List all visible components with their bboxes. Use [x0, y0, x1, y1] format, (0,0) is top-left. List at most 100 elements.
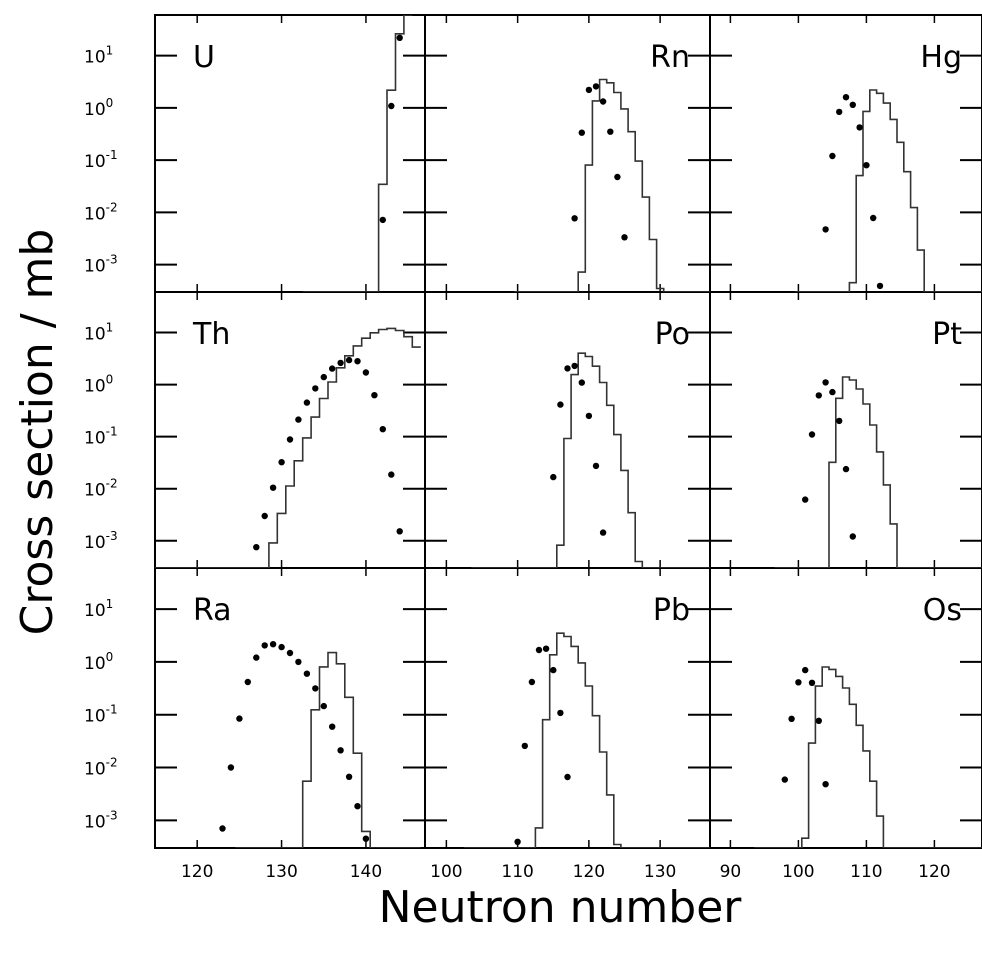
data-point [585, 412, 593, 420]
x-tick-label: 90 [720, 862, 742, 882]
calculated-histogram [471, 352, 710, 568]
panel-ra: Ra [155, 568, 425, 848]
calculated-histogram [235, 651, 421, 848]
y-axis-label: Cross section / mb [12, 229, 63, 636]
data-point [379, 216, 386, 224]
data-point [320, 373, 327, 381]
data-point [269, 484, 277, 491]
data-point [320, 702, 327, 710]
data-point [345, 356, 353, 364]
data-point [278, 459, 285, 466]
x-tick-labels: 120 130 140 100 110 120 130 90 100 110 120 [181, 862, 951, 882]
y-tick-label: 101 [84, 321, 113, 345]
data-point [802, 666, 809, 674]
data-point [253, 544, 260, 551]
data-point [836, 417, 843, 425]
panel-label: Th [192, 317, 230, 352]
data-point [345, 773, 353, 780]
panel-grid: U Rn Hg Th Po Pt Ra Pb Os [154, 14, 982, 849]
y-tick-label: 10-1 [84, 703, 118, 727]
calculated-histogram [754, 666, 982, 848]
panel-label: Os [923, 593, 962, 628]
x-tick-label: 110 [850, 862, 882, 882]
data-point [842, 465, 850, 473]
data-point [521, 742, 528, 750]
figure-frame [154, 14, 982, 849]
data-point [578, 379, 585, 386]
data-point [269, 641, 277, 648]
x-tick-label: 100 [430, 862, 462, 882]
calculated-histogram [155, 327, 421, 568]
x-tick-label: 120 [918, 862, 950, 882]
data-point [550, 473, 557, 481]
data-point [564, 773, 571, 781]
x-axis-label: Neutron number [379, 882, 743, 933]
x-tick-label: 130 [644, 862, 676, 882]
data-point [571, 215, 578, 222]
data-point [550, 666, 557, 674]
data-point [592, 83, 600, 90]
data-point [362, 369, 370, 376]
y-tick-label: 10-2 [84, 200, 118, 224]
data-point [849, 101, 856, 109]
data-point [599, 529, 607, 536]
data-point [564, 365, 571, 372]
panel-label: Rn [650, 40, 690, 75]
x-tick-label: 120 [573, 862, 605, 882]
y-tick-label: 10-3 [84, 253, 118, 277]
data-point [396, 528, 403, 535]
data-point [829, 152, 836, 160]
y-tick-label: 10-1 [84, 425, 118, 449]
data-point [244, 678, 251, 686]
data-point [312, 385, 319, 392]
data-point [379, 426, 386, 433]
calculated-histogram [795, 89, 982, 292]
data-point [578, 129, 585, 136]
data-point [514, 838, 521, 845]
data-point [329, 723, 336, 730]
calculated-histogram [464, 632, 710, 848]
y-tick-label: 101 [84, 597, 113, 621]
data-point [362, 835, 370, 842]
data-point [236, 715, 243, 722]
data-point [535, 646, 543, 654]
y-tick-label: 100 [84, 96, 113, 120]
data-point [303, 399, 311, 406]
y-tick-label: 10-2 [84, 477, 118, 501]
y-tick-label: 10-2 [84, 756, 118, 780]
data-point [815, 717, 822, 724]
data-point [842, 94, 850, 101]
data-point [303, 670, 311, 677]
x-tick-label: 140 [350, 862, 382, 882]
panel-u: U [155, 15, 425, 292]
data-point [822, 379, 829, 386]
data-point [542, 645, 550, 652]
calculated-histogram [514, 78, 710, 292]
data-point [585, 86, 593, 94]
panel-label: Hg [920, 40, 962, 75]
y-tick-label: 10-1 [84, 148, 118, 172]
data-point [849, 533, 856, 540]
y-tick-labels: 10-3 10-2 10-1 100 101 10-3 10-2 10-1 100 101 10-3… [84, 44, 118, 833]
data-point [286, 436, 294, 443]
x-tick-label: 130 [265, 862, 297, 882]
y-tick-label: 10-3 [84, 529, 118, 553]
panel-label: Ra [193, 593, 232, 628]
data-point [802, 496, 809, 503]
data-point [781, 776, 788, 783]
data-point [388, 102, 395, 110]
data-point [396, 34, 403, 41]
data-point [219, 825, 226, 832]
panel-label: Po [655, 317, 690, 352]
data-point [227, 764, 235, 771]
panel-th: Th [155, 292, 425, 568]
data-point [557, 709, 564, 717]
data-point [870, 214, 877, 222]
data-point [295, 658, 302, 666]
data-point [795, 679, 802, 686]
data-point [312, 685, 319, 692]
data-point [286, 649, 294, 657]
data-point [822, 781, 829, 788]
data-point [808, 431, 816, 438]
y-tick-label: 101 [84, 44, 113, 68]
